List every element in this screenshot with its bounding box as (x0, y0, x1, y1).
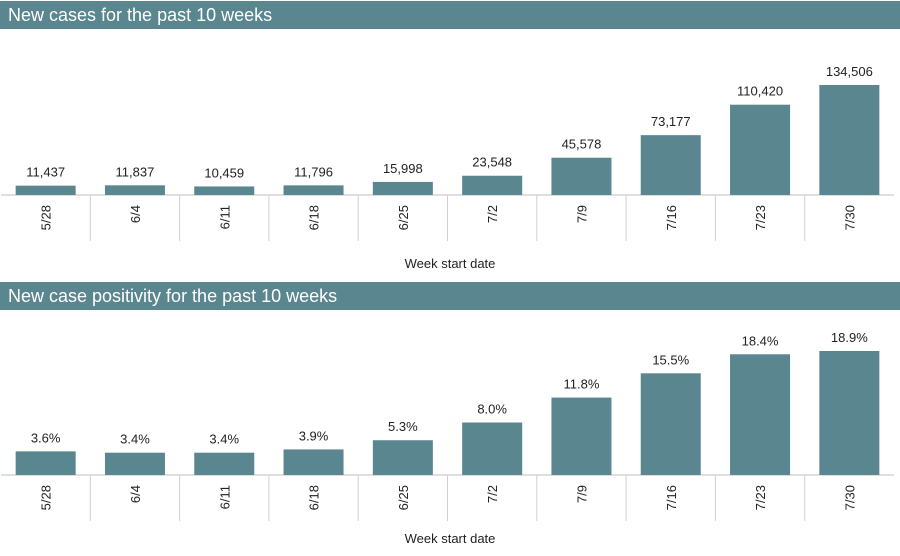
positivity-bar-7-9 (551, 397, 612, 475)
cases-tick-label-7-2: 7/2 (485, 205, 500, 223)
cases-tick-label-7-23: 7/23 (753, 205, 768, 230)
positivity-bar-7-23 (730, 354, 791, 475)
cases-value-label-7-30: 134,506 (826, 64, 873, 79)
cases-bar-7-30 (819, 85, 880, 195)
cases-value-label-7-23: 110,420 (737, 84, 783, 99)
positivity-bar-6-4 (104, 452, 165, 475)
cases-tick-label-5-28: 5/28 (39, 205, 54, 230)
positivity-bar-6-11 (194, 452, 255, 475)
cases-value-label-6-25: 15,998 (383, 161, 423, 176)
positivity-tick-label-6-4: 6/4 (128, 485, 143, 503)
positivity-bar-7-2 (462, 422, 523, 475)
cases-bar-7-16 (640, 135, 701, 195)
cases-bar-7-2 (462, 175, 523, 195)
cases-tick-label-7-30: 7/30 (842, 205, 857, 230)
cases-value-label-7-9: 45,578 (562, 137, 602, 152)
chart-1-title: New cases for the past 10 weeks (0, 1, 900, 29)
positivity-tick-label-6-18: 6/18 (307, 485, 322, 510)
positivity-tick-label-6-11: 6/11 (217, 485, 232, 509)
positivity-value-label-7-2: 8.0% (477, 402, 507, 417)
cases-bar-7-23 (730, 104, 791, 195)
cases-value-label-5-28: 11,437 (26, 165, 65, 180)
positivity-bar-7-16 (640, 373, 701, 475)
positivity-value-label-5-28: 3.6% (31, 430, 61, 445)
positivity-tick-label-7-30: 7/30 (842, 485, 857, 510)
cases-value-label-7-16: 73,177 (651, 114, 691, 129)
cases-tick-label-6-18: 6/18 (307, 205, 322, 230)
positivity-value-label-6-18: 3.9% (299, 428, 329, 443)
positivity-tick-label-6-25: 6/25 (396, 485, 411, 510)
cases-tick-label-7-9: 7/9 (574, 205, 589, 223)
cases-value-label-6-11: 10,459 (204, 165, 244, 180)
positivity-value-label-7-9: 11.8% (563, 377, 599, 392)
cases-tick-label-6-11: 6/11 (217, 205, 232, 229)
positivity-bar-6-18 (283, 449, 344, 475)
positivity-value-label-7-30: 18.9% (831, 330, 868, 345)
cases-value-label-6-4: 11,837 (116, 164, 155, 179)
cases-tick-label-6-4: 6/4 (128, 205, 143, 223)
cases-bar-6-18 (283, 185, 344, 195)
positivity-tick-label-7-23: 7/23 (753, 485, 768, 510)
cases-value-label-6-18: 11,796 (294, 164, 333, 179)
positivity-x-axis-label: Week start date (405, 531, 496, 546)
positivity-bar-5-28 (15, 451, 76, 475)
positivity-tick-label-5-28: 5/28 (39, 485, 54, 510)
cases-bar-5-28 (15, 185, 76, 195)
positivity-value-label-6-4: 3.4% (120, 432, 150, 447)
cases-bar-6-11 (194, 186, 255, 195)
positivity-bar-6-25 (372, 440, 433, 475)
positivity-tick-label-7-2: 7/2 (485, 485, 500, 503)
cases-bar-7-9 (551, 157, 612, 195)
chart-2-title: New case positivity for the past 10 week… (0, 282, 900, 310)
cases-bar-6-4 (104, 185, 165, 195)
positivity-bar-7-30 (819, 351, 880, 475)
positivity-value-label-6-11: 3.4% (209, 432, 239, 447)
positivity-value-label-6-25: 5.3% (388, 419, 418, 434)
cases-tick-label-7-16: 7/16 (664, 205, 679, 230)
cases-value-label-7-2: 23,548 (472, 155, 512, 170)
cases-x-axis-label: Week start date (405, 256, 496, 271)
positivity-tick-label-7-9: 7/9 (574, 485, 589, 503)
cases-bar-6-25 (372, 181, 433, 195)
positivity-tick-label-7-16: 7/16 (664, 485, 679, 510)
positivity-value-label-7-23: 18.4% (742, 333, 779, 348)
positivity-value-label-7-16: 15.5% (652, 352, 689, 367)
cases-tick-label-6-25: 6/25 (396, 205, 411, 230)
